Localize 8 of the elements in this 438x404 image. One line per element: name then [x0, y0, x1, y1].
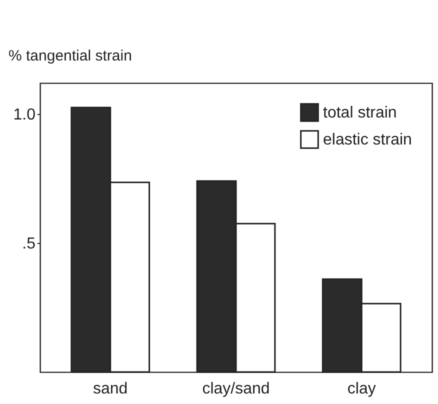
y-axis-title: % tangential strain [8, 48, 132, 64]
y-tick-label: .5 [22, 235, 36, 252]
x-tick-label: sand [93, 380, 128, 398]
legend-label: total strain [323, 104, 397, 122]
x-tick-label: clay [347, 380, 376, 398]
legend-label: elastic strain [323, 132, 412, 148]
y-tick-label: 1.0 [13, 106, 36, 124]
x-tick-label: clay/sand [202, 380, 270, 398]
